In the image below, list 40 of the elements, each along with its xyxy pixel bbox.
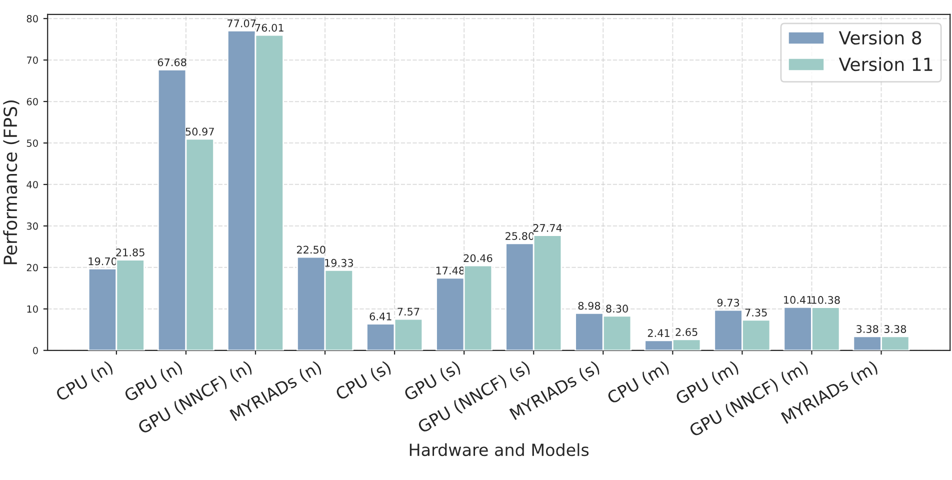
data-label: 77.07 (228, 19, 256, 28)
x-tick-label: CPU (n) (54, 360, 115, 404)
y-axis-title: Performance (FPS) (3, 100, 20, 264)
legend-label: Version 11 (838, 57, 932, 72)
data-label: 2.41 (648, 329, 670, 337)
data-label: 3.38 (856, 325, 878, 333)
data-label: 7.57 (398, 308, 420, 316)
data-label: 19.70 (88, 257, 117, 266)
y-tick-label: 40 (26, 180, 38, 188)
data-label: 20.46 (464, 254, 492, 262)
y-tick-label: 60 (26, 98, 38, 106)
y-tick-label: 10 (27, 305, 38, 313)
data-label: 27.74 (533, 224, 562, 232)
data-label: 21.85 (116, 248, 144, 256)
data-label: 10.38 (812, 296, 840, 304)
data-label: 76.01 (255, 24, 284, 32)
legend-label: Version 8 (838, 30, 922, 45)
data-label: 7.35 (745, 308, 767, 317)
x-axis-title: Hardware and Models (410, 443, 589, 456)
data-label: 22.50 (296, 246, 326, 254)
data-label: 8.98 (578, 302, 600, 310)
data-label: 19.33 (325, 258, 354, 267)
data-label: 3.38 (884, 325, 906, 333)
data-label: 9.73 (717, 298, 740, 307)
data-label: 10.41 (784, 296, 812, 304)
data-label: 6.41 (370, 312, 392, 320)
data-label: 17.48 (436, 266, 464, 274)
data-label: 2.65 (676, 328, 698, 336)
y-tick-label: 50 (26, 139, 38, 147)
data-label: 67.68 (158, 58, 186, 66)
data-label: 50.97 (186, 128, 214, 136)
x-tick-label: CPU (s) (334, 360, 393, 402)
data-label: 8.30 (606, 304, 628, 313)
x-tick-label: CPU (m) (606, 360, 671, 406)
y-tick-label: 30 (26, 222, 38, 230)
y-tick-label: 70 (27, 56, 38, 64)
y-tick-label: 80 (26, 15, 38, 22)
data-label: 25.80 (506, 232, 534, 240)
y-tick-label: 0 (33, 346, 38, 354)
y-tick-label: 20 (26, 264, 38, 272)
